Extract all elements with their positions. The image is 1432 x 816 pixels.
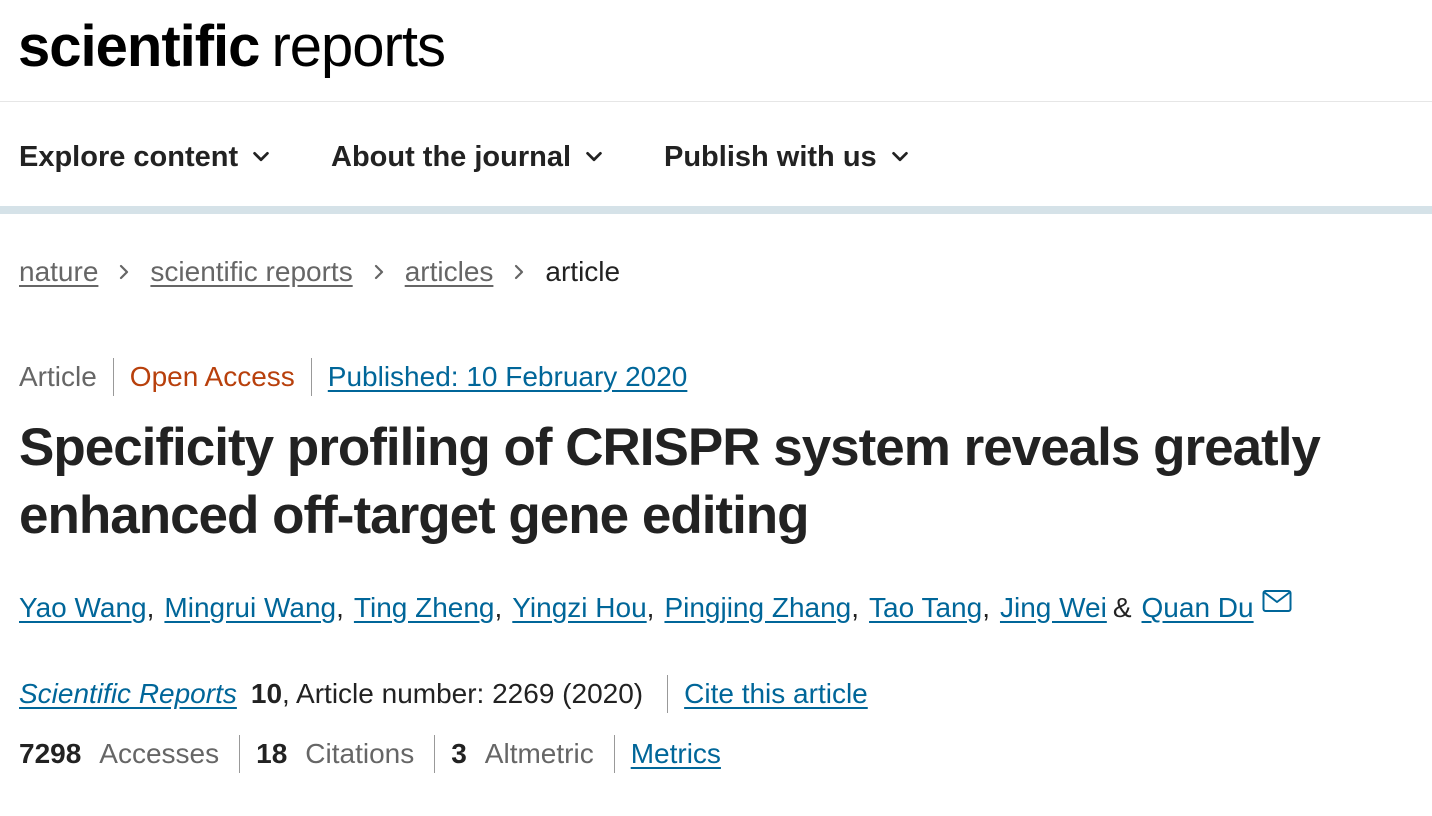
author-link[interactable]: Yao Wang	[19, 592, 147, 623]
chevron-right-icon	[515, 264, 524, 280]
logo-part-reports: reports	[271, 14, 446, 79]
breadcrumb-link-nature[interactable]: nature	[19, 256, 99, 287]
citation-line: Scientific Reports 10 , Article number: …	[19, 674, 868, 714]
breadcrumb: nature scientific reports articles artic…	[19, 254, 620, 290]
volume-number: 10	[250, 678, 283, 709]
author-separator: ,	[336, 592, 344, 623]
nav-label: Explore content	[19, 140, 239, 173]
metrics-divider	[434, 735, 436, 773]
chevron-down-icon	[586, 151, 602, 162]
author-separator: ,	[851, 592, 860, 623]
author-ampersand: &	[1112, 592, 1132, 623]
cite-this-article-link[interactable]: Cite this article	[684, 678, 868, 709]
nav-about-the-journal[interactable]: About the journal	[331, 137, 605, 177]
nav-label: About the journal	[331, 140, 572, 173]
altmetric-label: Altmetric	[484, 738, 594, 769]
altmetric-count: 3	[451, 738, 467, 769]
journal-logo[interactable]: scientific reports	[18, 14, 446, 80]
nav-label: Publish with us	[664, 140, 877, 173]
nav-publish-with-us[interactable]: Publish with us	[664, 137, 911, 177]
author-link[interactable]: Pingjing Zhang	[664, 592, 852, 623]
author-separator: ,	[982, 592, 990, 623]
breadcrumb-link-scientific-reports[interactable]: scientific reports	[150, 256, 353, 287]
nav-explore-content[interactable]: Explore content	[19, 137, 272, 177]
author-link[interactable]: Tao Tang	[869, 592, 983, 623]
author-separator: ,	[494, 592, 503, 623]
article-title: Specificity profiling of CRISPR system r…	[19, 418, 1321, 545]
citations-count: 18	[256, 738, 288, 769]
chevron-right-icon	[374, 264, 383, 280]
author-separator: ,	[646, 592, 655, 623]
accesses-label: Accesses	[99, 738, 220, 769]
article-number: , Article number: 2269 (2020)	[282, 678, 644, 709]
mail-icon[interactable]	[1262, 589, 1292, 613]
metrics-divider	[239, 735, 241, 773]
citations-label: Citations	[305, 738, 415, 769]
open-access-badge: Open Access	[129, 361, 295, 392]
meta-divider	[112, 358, 114, 396]
author-separator: ,	[146, 592, 155, 623]
nav-divider	[0, 206, 1432, 214]
article-meta: Article Open Access Published: 10 Februa…	[19, 358, 687, 396]
author-link[interactable]: Yingzi Hou	[512, 592, 647, 623]
author-link-corresponding[interactable]: Quan Du	[1141, 592, 1254, 623]
breadcrumb-current: article	[545, 256, 621, 287]
article-type: Article	[19, 361, 97, 392]
article-metrics: 7298 Accesses 18 Citations 3 Altmetric M…	[19, 734, 721, 774]
meta-divider	[310, 358, 312, 396]
site-header: scientific reports	[0, 0, 1432, 102]
citation-divider	[667, 675, 669, 713]
metrics-divider	[613, 735, 615, 773]
published-date-link[interactable]: Published: 10 February 2020	[327, 361, 688, 392]
logo-part-scientific: scientific	[18, 14, 260, 79]
author-link[interactable]: Jing Wei	[999, 592, 1107, 623]
metrics-link[interactable]: Metrics	[630, 738, 721, 769]
breadcrumb-link-articles[interactable]: articles	[404, 256, 494, 287]
author-link[interactable]: Ting Zheng	[353, 592, 495, 623]
chevron-down-icon	[891, 151, 908, 162]
chevron-right-icon	[120, 264, 129, 280]
journal-link[interactable]: Scientific Reports	[19, 678, 237, 709]
accesses-count: 7298	[19, 738, 82, 769]
chevron-down-icon	[253, 151, 269, 162]
main-nav: Explore content About the journal Publis…	[0, 103, 1432, 205]
author-link[interactable]: Mingrui Wang	[164, 592, 337, 623]
author-list: Yao Wang, Mingrui Wang, Ting Zheng, Ying…	[19, 588, 1292, 628]
